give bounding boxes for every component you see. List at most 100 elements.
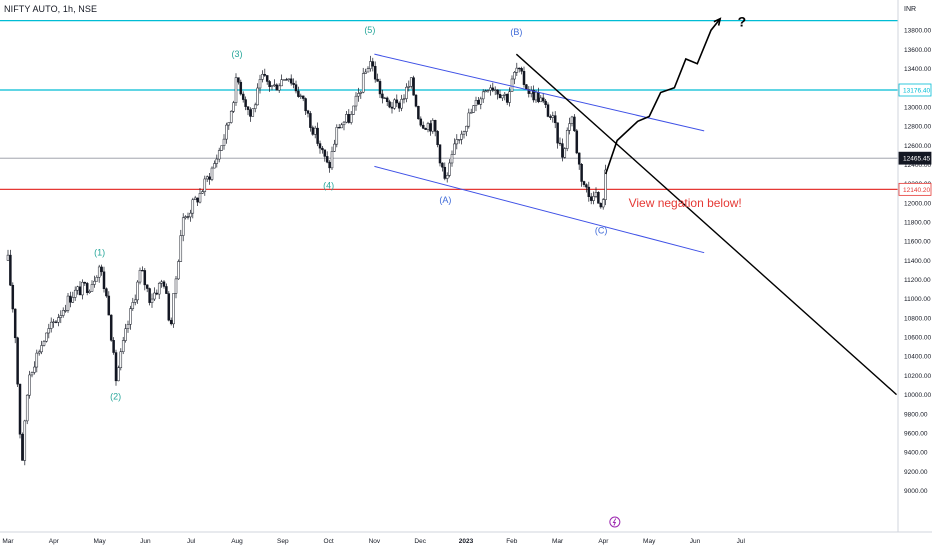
price-tick-label: 10600.00 [904,335,931,342]
candle-down [390,106,394,109]
candle-down [541,97,545,102]
candle-down [289,78,293,84]
candle-up [210,167,214,180]
time-tick-label: Dec [414,538,426,545]
candle-down [347,114,351,123]
candle-down [316,127,319,144]
price-tick-label: 12400.00 [904,162,931,169]
candle-up [515,67,519,73]
candle-down [239,81,243,95]
candle-up [481,91,485,100]
candle-up [592,196,595,201]
candle-down [13,308,17,339]
price-tick-label: 10000.00 [904,392,931,399]
candle-up [61,310,65,316]
candle-down [438,144,442,164]
candle-down [100,266,103,273]
candle-up [594,192,598,197]
candle-up [95,276,99,282]
candle-down [419,118,423,126]
candle-up [361,73,365,93]
candle-down [417,106,420,120]
candle-down [381,93,384,99]
candle-down [597,192,600,204]
price-badge-label: 12140.20 [903,187,930,194]
candle-down [421,124,425,129]
candle-down [244,99,247,107]
time-tick-label: Jun [140,538,151,545]
candle-up [282,79,286,81]
candle-up [280,79,283,87]
price-badge [898,83,932,97]
channel-upper-line [374,53,705,132]
price-tick-label: 10400.00 [904,354,931,361]
candle-up [335,127,339,145]
candle-up [179,235,183,262]
candle-down [249,109,252,117]
candle-up [33,366,36,373]
candle-up [261,74,264,80]
candle-up [407,85,411,88]
time-axis: Mar Apr May Jun Jul Aug Sep Oct Nov Dec 2023 Feb Mar… [0,516,932,545]
candle-up [232,102,235,112]
candle-down [162,281,166,287]
candle-up [88,291,91,293]
candle-up [510,78,514,92]
time-tick-label: Aug [231,538,243,545]
candle-up [150,298,154,303]
price-badge [898,182,932,196]
candle-down [385,97,389,102]
candle-up [342,121,346,126]
candle-down [78,286,82,296]
candle-up [37,351,41,354]
candle-down [321,147,324,151]
candle-up [258,79,262,89]
candle-down [285,79,288,81]
candle-down [599,203,603,208]
price-tick-label: 11800.00 [904,219,931,226]
candle-down [498,93,502,99]
candle-up [49,321,53,329]
candle-down [537,92,540,103]
candle-down [11,284,15,310]
candle-down [186,216,190,218]
candle-down [54,321,58,323]
candle-up [383,97,387,99]
candle-down [397,102,401,109]
candle-up [273,84,276,87]
wave-label: (C) [595,225,608,235]
candle-up [503,93,507,96]
candle-up [287,78,291,81]
wave-label: (5) [364,25,375,35]
candle-up [157,283,161,295]
candle-down [582,181,586,185]
candle-up [71,297,75,303]
candle-up [484,90,487,93]
price-tick-label: 11000.00 [904,296,931,303]
candle-down [107,295,111,316]
candle-up [393,99,396,109]
candle-up [601,199,605,208]
time-tick-label: Nov [369,538,381,545]
price-tick-label: 9000.00 [904,488,928,495]
candle-down [558,142,562,145]
candle-up [193,197,197,201]
candle-up [529,89,533,94]
candle-up [126,324,130,329]
candle-down [517,67,521,70]
candle-up [119,351,123,369]
candle-up [369,61,372,69]
candle-down [294,84,298,92]
candle-up [229,111,233,123]
candle-down [522,71,526,85]
candle-up [457,139,461,141]
candle-up [366,68,370,73]
candle-down [553,115,557,124]
candle-down [441,162,444,168]
candle-up [35,352,39,368]
candle-up [405,86,408,99]
candle-down [577,152,581,165]
candle-up [455,139,459,145]
